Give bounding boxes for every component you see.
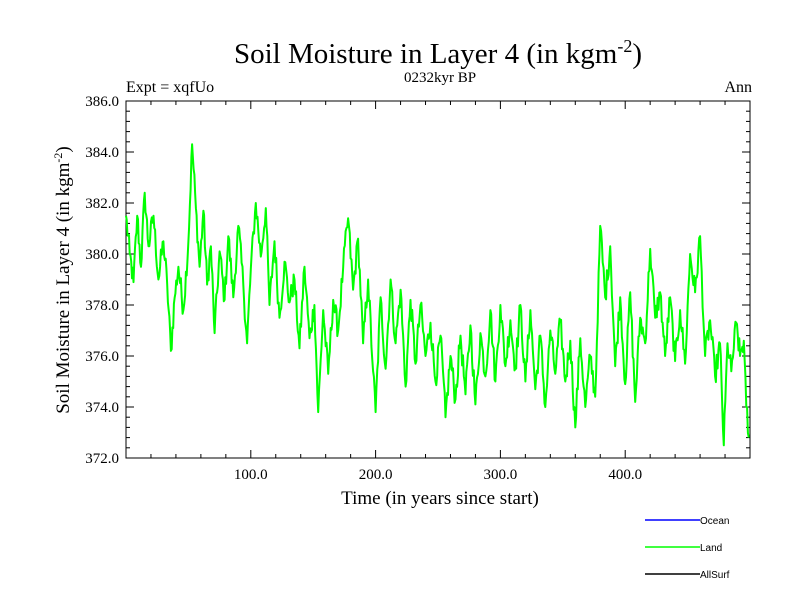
x-tick-label: 200.0	[359, 467, 393, 483]
experiment-label: Expt = xqfUo	[126, 79, 214, 96]
y-axis-label: Soil Moisture in Layer 4 (in kgm-2)	[51, 146, 74, 414]
axis-ticks: 100.0 200.0 300.0 400.0 372.0 374.0 376.0 378.0…	[85, 94, 750, 483]
season-label: Ann	[724, 79, 752, 96]
y-tick-label: 380.0	[85, 247, 119, 263]
y-tick-label: 384.0	[85, 145, 119, 161]
x-tick-label: 400.0	[608, 467, 642, 483]
x-tick-label: 100.0	[234, 467, 268, 483]
chart-subtitle: 0232kyr BP	[404, 70, 476, 86]
y-tick-label: 382.0	[85, 196, 119, 212]
chart-title: Soil Moisture in Layer 4 (in kgm-2)	[234, 36, 642, 70]
data-series	[125, 143, 750, 447]
legend-label-ocean: Ocean	[700, 516, 729, 527]
y-tick-label: 374.0	[85, 400, 119, 416]
x-axis-label: Time (in years since start)	[341, 488, 539, 509]
y-tick-label: 386.0	[85, 94, 119, 110]
y-tick-label: 378.0	[85, 298, 119, 314]
legend-label-land: Land	[700, 543, 722, 554]
series-line-land	[125, 143, 750, 447]
legend-label-allsurf: AllSurf	[700, 570, 730, 581]
plot-frame	[125, 100, 751, 459]
y-tick-label: 372.0	[85, 451, 119, 467]
legend: Ocean Land AllSurf	[645, 516, 730, 581]
x-tick-label: 300.0	[484, 467, 518, 483]
y-tick-label: 376.0	[85, 349, 119, 365]
